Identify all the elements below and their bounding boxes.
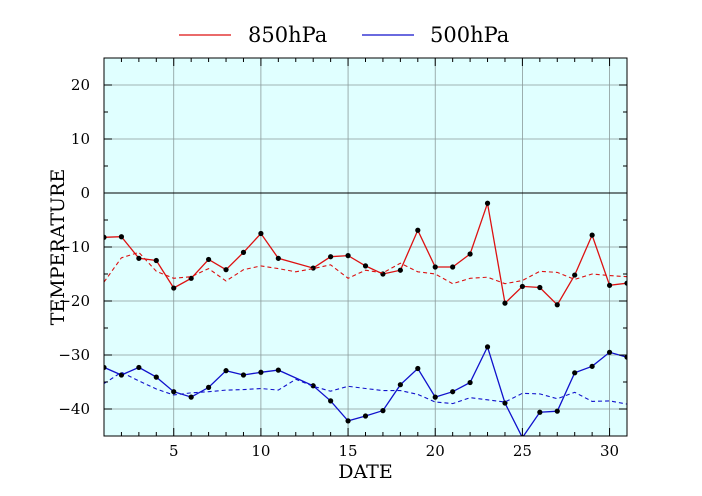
y-tick-label: −30 <box>58 346 90 364</box>
data-point <box>624 280 627 286</box>
data-point <box>188 394 194 400</box>
x-tick-label: 5 <box>169 442 179 460</box>
data-point <box>223 368 229 374</box>
data-point <box>171 389 177 395</box>
data-point <box>589 232 595 238</box>
y-tick-label: −40 <box>58 400 90 418</box>
data-point <box>275 367 281 373</box>
data-point <box>171 285 177 291</box>
data-point <box>589 363 595 369</box>
data-point <box>310 383 316 389</box>
data-point <box>554 408 560 414</box>
data-point <box>240 249 247 255</box>
data-point <box>467 379 473 386</box>
y-tick-label: 0 <box>80 184 90 202</box>
data-point <box>136 364 142 371</box>
x-tick-label: 30 <box>600 442 619 460</box>
data-point <box>258 230 264 237</box>
y-tick-labels: 20 10 0 −10 −20 −30 −40 <box>58 76 90 418</box>
data-point <box>118 372 125 378</box>
data-point <box>380 408 386 414</box>
x-tick-label: 25 <box>513 442 532 460</box>
data-point <box>519 283 526 290</box>
data-point <box>572 370 578 376</box>
data-point <box>275 255 281 261</box>
data-point <box>328 254 334 260</box>
series-line-0 <box>104 203 627 306</box>
data-point <box>537 409 543 415</box>
legend: 850hPa 500hPa <box>179 23 509 47</box>
data-point <box>450 389 456 395</box>
data-point <box>206 384 212 390</box>
data-point <box>432 264 438 270</box>
data-point <box>104 234 107 240</box>
data-point <box>153 257 159 264</box>
data-point <box>554 302 560 308</box>
x-tick-label: 10 <box>251 442 270 460</box>
data-point <box>328 398 334 404</box>
series-line-3 <box>104 371 627 405</box>
x-tick-label: 20 <box>426 442 445 460</box>
legend-label-500hpa: 500hPa <box>430 23 509 47</box>
data-point <box>624 354 627 360</box>
y-axis-label: TEMPERATURE <box>47 169 69 326</box>
data-point <box>153 374 159 380</box>
data-point <box>223 267 229 273</box>
data-point <box>502 300 508 306</box>
data-point <box>450 264 456 270</box>
data-point <box>258 369 264 375</box>
data-point <box>397 382 403 388</box>
data-point <box>415 365 421 372</box>
y-tick-label: −20 <box>58 292 90 310</box>
data-point <box>104 364 107 371</box>
y-tick-label: 10 <box>71 130 90 148</box>
data-point <box>206 256 212 263</box>
data-point <box>572 272 578 278</box>
data-point <box>397 267 403 273</box>
data-point <box>484 200 491 206</box>
x-tick-label: 15 <box>339 442 358 460</box>
series-line-2 <box>104 345 627 436</box>
data-point <box>240 372 247 378</box>
data-point <box>345 418 351 424</box>
data-point <box>432 394 438 400</box>
y-tick-label: −10 <box>58 238 90 256</box>
y-tick-label: 20 <box>71 76 90 94</box>
data-point <box>136 255 142 261</box>
x-axis-label: DATE <box>338 461 392 483</box>
tick-marks <box>103 57 628 437</box>
data-point <box>118 234 125 240</box>
data-point <box>484 344 491 350</box>
grid-lines <box>104 58 627 436</box>
data-point <box>362 263 369 269</box>
x-tick-labels: 5 10 15 20 25 30 <box>169 442 619 460</box>
data-point <box>606 349 613 355</box>
series-line-1 <box>104 251 627 285</box>
series-group <box>104 200 627 436</box>
legend-label-850hpa: 850hPa <box>248 23 327 47</box>
data-point <box>606 282 613 288</box>
data-point <box>537 284 543 291</box>
data-point <box>345 253 351 259</box>
data-point <box>467 251 473 257</box>
data-point <box>310 265 316 271</box>
data-point <box>415 227 421 233</box>
data-point <box>362 413 369 419</box>
